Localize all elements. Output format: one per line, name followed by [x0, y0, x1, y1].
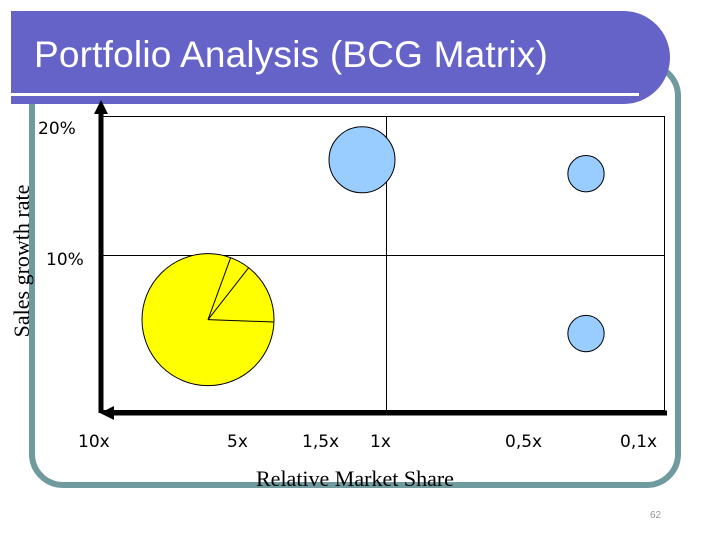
x-tick-label: 10x [78, 432, 110, 452]
pie-slice-divider [207, 319, 274, 323]
business-unit-bubble [328, 126, 396, 194]
x-axis-arrowhead [100, 406, 114, 420]
page-number: 62 [650, 510, 662, 521]
title-underline [11, 93, 639, 96]
x-tick-label: 5x [227, 432, 248, 452]
x-tick-label: 0,5x [505, 432, 543, 452]
pie-slice-divider [207, 267, 250, 320]
x-axis-label: Relative Market Share [256, 466, 454, 491]
x-tick-label: 1x [370, 432, 391, 452]
x-tick-label: 1,5x [302, 432, 340, 452]
axes-group [94, 100, 667, 420]
y-tick-label: 20% [38, 119, 76, 139]
slide-title: Portfolio Analysis (BCG Matrix) [34, 34, 549, 75]
business-unit-bubble [567, 155, 605, 193]
x-tick-label: 0,1x [620, 432, 658, 452]
y-tick-label: 10% [46, 250, 84, 270]
marks-group [141, 126, 605, 387]
quadrant-divider-horizontal [100, 255, 665, 256]
y-axis-arrowhead [94, 100, 108, 114]
business-unit-pie [141, 253, 275, 387]
title-bar [11, 11, 670, 104]
y-axis-label: Sales growth rate [9, 184, 34, 338]
business-unit-bubble [567, 314, 605, 353]
quadrant-divider-vertical [386, 116, 387, 411]
pie-slice-divider [207, 257, 232, 320]
